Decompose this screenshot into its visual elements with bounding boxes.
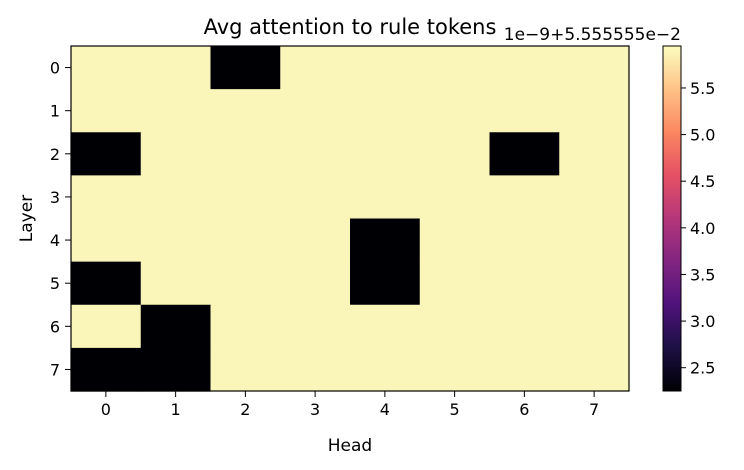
heatmap-cell-r4-c3 <box>280 218 351 263</box>
chart-title: Avg attention to rule tokens <box>204 15 497 39</box>
heatmap-cell-r7-c4 <box>350 347 421 392</box>
heatmap-cell-r7-c2 <box>210 347 281 392</box>
heatmap-cell-r2-c3 <box>280 132 351 176</box>
heatmap-cell-r5-c5 <box>419 261 491 306</box>
heatmap-cell-r1-c5 <box>419 89 491 133</box>
heatmap-cell-r2-c2 <box>210 132 281 176</box>
heatmap-cell-r3-c0 <box>71 175 142 220</box>
colorbar-tick-label: 4.0 <box>690 219 715 238</box>
x-axis-label: Head <box>328 436 372 456</box>
heatmap-cell-r6-c1 <box>140 304 212 349</box>
plot-frame <box>70 45 630 392</box>
y-tick-label: 5 <box>50 274 60 293</box>
y-axis: 0 1 2 3 4 5 6 7 <box>50 59 71 379</box>
heatmap-cell-r5-c2 <box>210 261 281 306</box>
x-tick-label: 3 <box>310 400 320 419</box>
heatmap-cell-r0-c2 <box>210 46 281 90</box>
heatmap-cell-r7-c6 <box>489 347 560 392</box>
heatmap-cell-r0-c0 <box>71 46 142 90</box>
heatmap-cell-r7-c7 <box>559 347 630 392</box>
y-tick-label: 7 <box>50 360 60 379</box>
y-tick-label: 4 <box>50 231 60 250</box>
heatmap-cell-r1-c1 <box>140 89 212 133</box>
heatmap-cell-r3-c7 <box>559 175 630 220</box>
y-axis-label: Layer <box>17 195 37 242</box>
heatmap-cell-r4-c4 <box>350 218 421 263</box>
heatmap-cell-r4-c6 <box>489 218 560 263</box>
heatmap-cell-r7-c1 <box>140 347 212 392</box>
heatmap-cell-r7-c0 <box>71 347 142 392</box>
colorbar-tick-label: 5.5 <box>690 79 715 98</box>
x-tick-label: 6 <box>519 400 529 419</box>
heatmap-cell-r2-c1 <box>140 132 212 176</box>
heatmap-cell-r1-c6 <box>489 89 560 133</box>
colorbar-tick-label: 3.0 <box>690 312 715 331</box>
heatmap-cell-r3-c1 <box>140 175 212 220</box>
heatmap-cell-r1-c4 <box>350 89 421 133</box>
heatmap-cell-r0-c5 <box>419 46 491 90</box>
x-tick-label: 1 <box>171 400 181 419</box>
y-tick-label: 2 <box>50 145 60 164</box>
heatmap-cell-r1-c0 <box>71 89 142 133</box>
heatmap-cells <box>71 46 630 392</box>
heatmap-cell-r2-c5 <box>419 132 491 176</box>
heatmap-cell-r2-c4 <box>350 132 421 176</box>
heatmap-cell-r6-c4 <box>350 304 421 349</box>
y-tick-label: 1 <box>50 102 60 121</box>
heatmap-cell-r3-c4 <box>350 175 421 220</box>
heatmap-cell-r3-c5 <box>419 175 491 220</box>
heatmap-cell-r6-c3 <box>280 304 351 349</box>
heatmap-cell-r5-c7 <box>559 261 630 306</box>
colorbar-tick-label: 2.5 <box>690 359 715 378</box>
colorbar-axis: 2.5 3.0 3.5 4.0 4.5 5.0 5.5 <box>681 79 715 378</box>
heatmap-cell-r1-c3 <box>280 89 351 133</box>
heatmap-cell-r2-c6 <box>489 132 560 176</box>
colorbar-offset-text: 1e−9+5.555555e−2 <box>504 25 681 45</box>
x-tick-label: 5 <box>450 400 460 419</box>
heatmap-cell-r4-c0 <box>71 218 142 263</box>
heatmap-cell-r1-c2 <box>210 89 281 133</box>
heatmap-cell-r4-c7 <box>559 218 630 263</box>
x-axis: 0 1 2 3 4 5 6 7 <box>101 391 599 419</box>
heatmap-cell-r1-c7 <box>559 89 630 133</box>
heatmap-cell-r0-c3 <box>280 46 351 90</box>
heatmap-cell-r0-c4 <box>350 46 421 90</box>
heatmap-cell-r3-c2 <box>210 175 281 220</box>
x-tick-label: 2 <box>240 400 250 419</box>
heatmap-cell-r5-c0 <box>71 261 142 306</box>
y-tick-label: 6 <box>50 317 60 336</box>
y-tick-label: 3 <box>50 188 60 207</box>
heatmap-cell-r0-c1 <box>140 46 212 90</box>
x-tick-label: 0 <box>101 400 111 419</box>
heatmap-cell-r2-c0 <box>71 132 142 176</box>
y-tick-label: 0 <box>50 59 60 78</box>
heatmap-cell-r5-c3 <box>280 261 351 306</box>
heatmap-cell-r7-c3 <box>280 347 351 392</box>
heatmap-cell-r4-c1 <box>140 218 212 263</box>
heatmap-cell-r6-c2 <box>210 304 281 349</box>
colorbar <box>662 45 682 392</box>
heatmap-cell-r5-c4 <box>350 261 421 306</box>
x-tick-label: 4 <box>380 400 390 419</box>
heatmap-cell-r2-c7 <box>559 132 630 176</box>
heatmap-cell-r6-c7 <box>559 304 630 349</box>
heatmap-cell-r7-c5 <box>419 347 491 392</box>
heatmap-cell-r3-c3 <box>280 175 351 220</box>
heatmap-cell-r5-c1 <box>140 261 212 306</box>
heatmap-cell-r6-c0 <box>71 304 142 349</box>
heatmap-cell-r6-c5 <box>419 304 491 349</box>
heatmap-cell-r5-c6 <box>489 261 560 306</box>
x-tick-label: 7 <box>589 400 599 419</box>
colorbar-tick-label: 5.0 <box>690 126 715 145</box>
colorbar-tick-label: 4.5 <box>690 172 715 191</box>
heatmap-cell-r4-c5 <box>419 218 491 263</box>
heatmap-cell-r3-c6 <box>489 175 560 220</box>
heatmap-cell-r0-c7 <box>559 46 630 90</box>
heatmap-cell-r0-c6 <box>489 46 560 90</box>
colorbar-tick-label: 3.5 <box>690 265 715 284</box>
heatmap-cell-r6-c6 <box>489 304 560 349</box>
heatmap-cell-r4-c2 <box>210 218 281 263</box>
